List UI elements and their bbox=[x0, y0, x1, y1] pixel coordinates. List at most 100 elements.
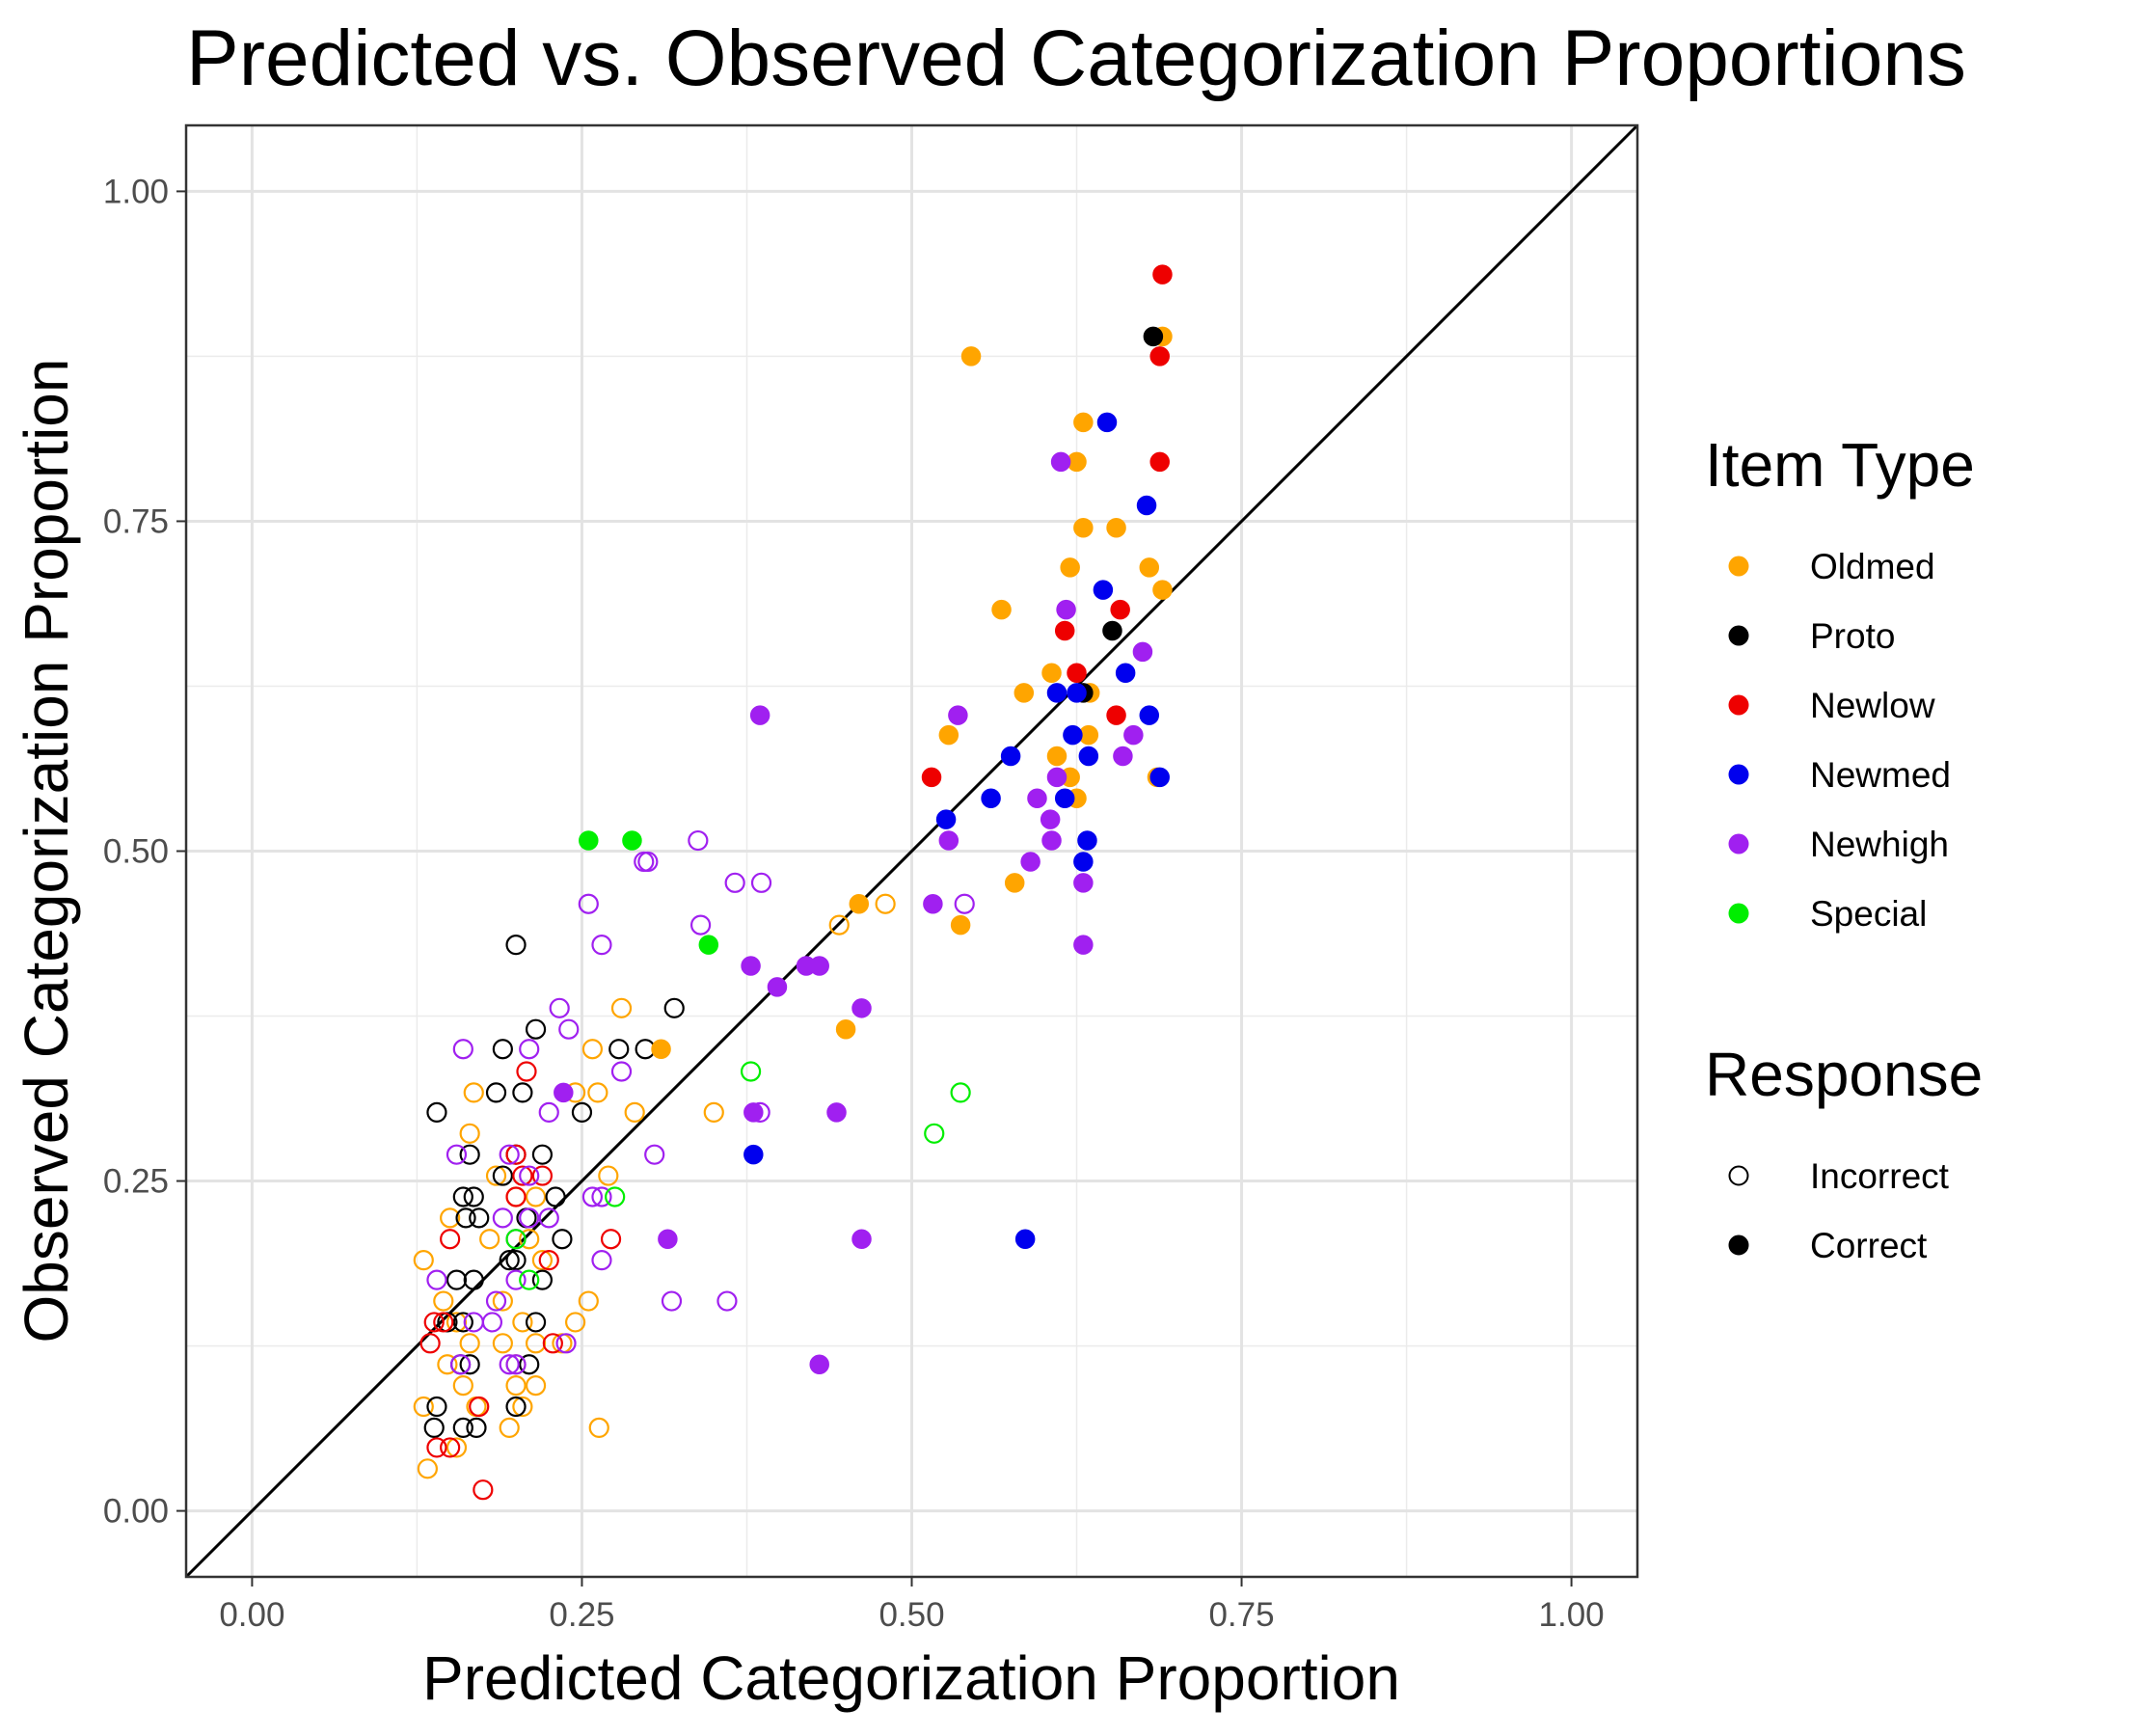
point-incorrect-special bbox=[505, 1229, 527, 1250]
point-incorrect-proto bbox=[552, 1229, 573, 1250]
point-incorrect-proto bbox=[663, 997, 685, 1018]
legend-key-special bbox=[1728, 903, 1749, 924]
point-incorrect-newlow bbox=[505, 1144, 527, 1165]
point-correct-newhigh bbox=[1123, 724, 1144, 746]
point-incorrect-oldmed bbox=[459, 1333, 480, 1354]
point-incorrect-newhigh bbox=[716, 1290, 738, 1312]
point-incorrect-proto bbox=[463, 1186, 484, 1207]
point-incorrect-oldmed bbox=[525, 1375, 547, 1397]
point-incorrect-proto bbox=[452, 1186, 473, 1207]
x-tick-label: 0.00 bbox=[219, 1596, 284, 1634]
point-incorrect-newhigh bbox=[689, 914, 712, 936]
point-correct-newhigh bbox=[1040, 809, 1061, 829]
point-incorrect-proto bbox=[505, 935, 527, 956]
point-incorrect-oldmed bbox=[452, 1375, 473, 1397]
point-incorrect-oldmed bbox=[492, 1333, 513, 1354]
point-incorrect-newhigh bbox=[446, 1144, 468, 1165]
y-axis-title: Observed Categorization Proportion bbox=[12, 359, 81, 1343]
point-correct-newmed bbox=[1014, 1229, 1036, 1249]
point-incorrect-newhigh bbox=[724, 872, 745, 893]
point-incorrect-oldmed bbox=[463, 1082, 484, 1103]
x-tick-label: 0.75 bbox=[1208, 1596, 1274, 1634]
point-incorrect-oldmed bbox=[459, 1123, 480, 1144]
point-incorrect-oldmed bbox=[828, 914, 850, 936]
point-incorrect-newhigh bbox=[505, 1354, 527, 1375]
legend-label-correct: Correct bbox=[1810, 1226, 1928, 1265]
y-tick-label: 0.00 bbox=[103, 1493, 169, 1531]
point-incorrect-proto bbox=[492, 1039, 513, 1060]
y-tick-label: 1.00 bbox=[103, 173, 169, 210]
point-correct-newmed bbox=[1078, 746, 1099, 767]
point-incorrect-newlow bbox=[426, 1437, 447, 1458]
point-incorrect-oldmed bbox=[610, 997, 633, 1018]
point-correct-newmed bbox=[1054, 788, 1075, 809]
point-correct-newhigh bbox=[826, 1102, 847, 1123]
point-incorrect-oldmed bbox=[703, 1101, 724, 1124]
points-layer bbox=[413, 264, 1173, 1501]
point-incorrect-newhigh bbox=[481, 1312, 503, 1333]
legend-label-oldmed: Oldmed bbox=[1810, 547, 1935, 586]
point-correct-newmed bbox=[1093, 580, 1114, 600]
point-incorrect-proto bbox=[545, 1186, 566, 1207]
point-correct-newmed bbox=[1077, 830, 1097, 851]
point-correct-oldmed bbox=[1073, 518, 1094, 538]
point-incorrect-oldmed bbox=[581, 1039, 604, 1060]
point-incorrect-oldmed bbox=[485, 1165, 507, 1186]
point-incorrect-newhigh bbox=[519, 1207, 540, 1229]
point-correct-newhigh bbox=[767, 977, 788, 997]
point-incorrect-oldmed bbox=[505, 1375, 527, 1397]
point-incorrect-proto bbox=[459, 1144, 480, 1165]
point-correct-newhigh bbox=[851, 1229, 872, 1249]
point-correct-oldmed bbox=[1073, 412, 1094, 433]
point-correct-special bbox=[622, 830, 642, 851]
point-correct-oldmed bbox=[1046, 746, 1068, 767]
point-incorrect-newlow bbox=[419, 1333, 441, 1354]
point-correct-newhigh bbox=[809, 956, 829, 976]
legend-key-newhigh bbox=[1728, 833, 1749, 854]
y-tick-label: 0.75 bbox=[103, 502, 169, 540]
point-correct-newlow bbox=[921, 767, 942, 788]
point-incorrect-oldmed bbox=[413, 1250, 434, 1271]
point-incorrect-proto bbox=[492, 1165, 513, 1186]
legend-key-correct bbox=[1728, 1234, 1749, 1256]
point-incorrect-newhigh bbox=[954, 893, 975, 914]
point-incorrect-newlow bbox=[512, 1165, 533, 1186]
point-incorrect-newhigh bbox=[578, 893, 599, 914]
point-incorrect-oldmed bbox=[446, 1312, 468, 1333]
point-incorrect-oldmed bbox=[598, 1165, 619, 1186]
point-correct-oldmed bbox=[1013, 683, 1035, 703]
point-incorrect-proto bbox=[525, 1018, 547, 1040]
point-incorrect-oldmed bbox=[446, 1437, 468, 1458]
point-incorrect-oldmed bbox=[525, 1186, 547, 1207]
point-correct-oldmed bbox=[960, 346, 982, 366]
point-incorrect-oldmed bbox=[512, 1396, 533, 1418]
point-incorrect-proto bbox=[505, 1396, 527, 1418]
point-correct-oldmed bbox=[991, 599, 1012, 620]
point-correct-newlow bbox=[1110, 599, 1130, 620]
point-incorrect-newhigh bbox=[499, 1144, 520, 1165]
point-incorrect-newlow bbox=[469, 1396, 490, 1418]
point-incorrect-newhigh bbox=[499, 1354, 520, 1375]
point-correct-newhigh bbox=[1056, 599, 1076, 620]
point-correct-newhigh bbox=[1073, 935, 1094, 955]
legend-label-proto: Proto bbox=[1810, 616, 1895, 656]
point-incorrect-proto bbox=[571, 1101, 593, 1124]
point-correct-oldmed bbox=[849, 893, 870, 914]
point-correct-newmed bbox=[1139, 705, 1160, 725]
legend-label-incorrect: Incorrect bbox=[1810, 1156, 1950, 1196]
point-incorrect-oldmed bbox=[531, 1250, 554, 1271]
point-incorrect-newhigh bbox=[634, 851, 655, 873]
point-incorrect-newlow bbox=[433, 1312, 454, 1333]
point-correct-newlow bbox=[1149, 346, 1170, 366]
x-tick-label: 1.00 bbox=[1539, 1596, 1605, 1634]
point-incorrect-newhigh bbox=[492, 1207, 513, 1229]
point-incorrect-newlow bbox=[542, 1333, 563, 1354]
point-incorrect-newhigh bbox=[581, 1186, 604, 1207]
point-correct-newmed bbox=[1067, 683, 1087, 703]
point-incorrect-oldmed bbox=[519, 1229, 540, 1250]
x-axis-title: Predicted Categorization Proportion bbox=[422, 1643, 1400, 1713]
legend-response-title: Response bbox=[1705, 1040, 1983, 1109]
point-correct-newmed bbox=[981, 788, 1001, 809]
point-incorrect-newlow bbox=[531, 1165, 554, 1186]
